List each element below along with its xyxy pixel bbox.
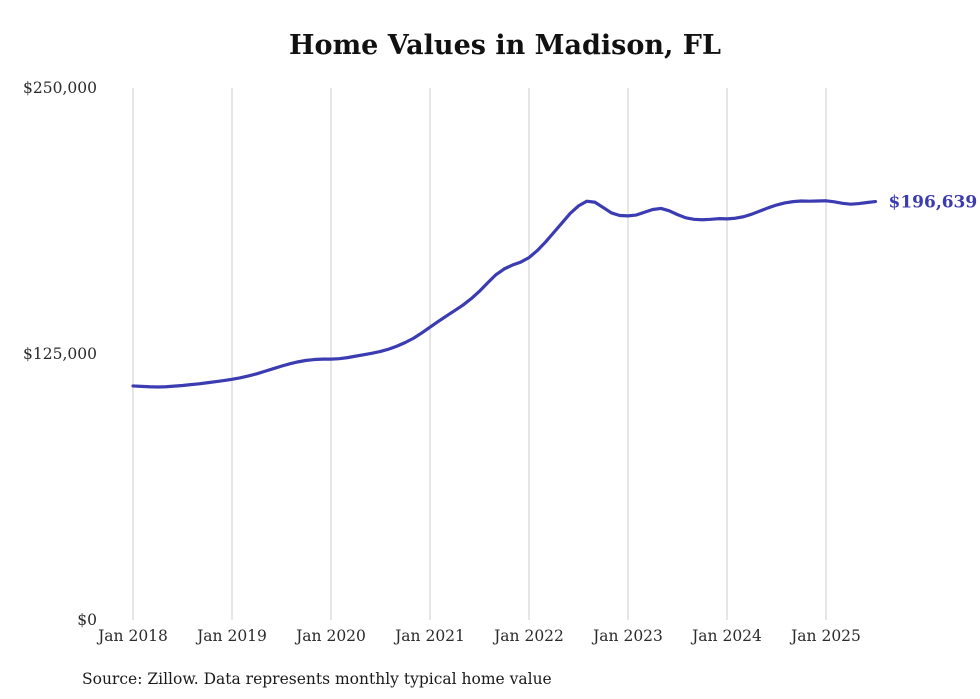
x-axis-labels: Jan 2018 Jan 2019 Jan 2020 Jan 2021 Jan 2022… xyxy=(96,627,861,645)
x-tick-label: Jan 2022 xyxy=(492,627,564,645)
gridline-group xyxy=(132,88,827,620)
source-note: Source: Zillow. Data represents monthly … xyxy=(82,670,552,688)
x-tick-label: Jan 2021 xyxy=(393,627,465,645)
series-group: $196,639 xyxy=(131,193,978,389)
y-tick-label: $125,000 xyxy=(23,345,97,363)
chart-title: Home Values in Madison, FL xyxy=(289,30,721,61)
x-tick-label: Jan 2019 xyxy=(195,627,267,645)
x-tick-label: Jan 2018 xyxy=(96,627,168,645)
y-axis-labels: $0 $125,000 $250,000 xyxy=(23,79,97,629)
x-tick-label: Jan 2024 xyxy=(690,627,762,645)
x-tick-label: Jan 2025 xyxy=(789,627,861,645)
x-tick-label: Jan 2020 xyxy=(294,627,366,645)
x-tick-label: Jan 2023 xyxy=(591,627,663,645)
y-tick-label: $250,000 xyxy=(23,79,97,97)
y-tick-label: $0 xyxy=(77,611,97,629)
end-value-label: $196,639 xyxy=(889,193,978,213)
value-line xyxy=(131,199,878,389)
